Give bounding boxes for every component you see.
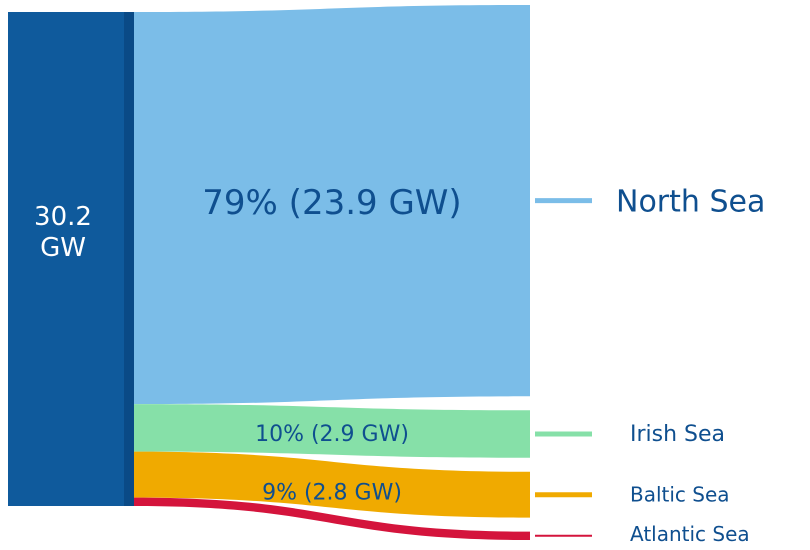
source-bar-edge (124, 12, 134, 506)
flow-value-label: 2% (512 MW) (271, 548, 393, 550)
target-name-label: Irish Sea (630, 422, 725, 447)
flow-value-label: 10% (2.9 GW) (255, 422, 409, 447)
source-bar (8, 12, 126, 506)
flows-layer (134, 5, 530, 540)
flow-band-atlantic-sea (134, 497, 530, 540)
source-unit-label: GW (40, 233, 86, 263)
flow-band-irish-sea (134, 404, 530, 458)
flow-band-baltic-sea (134, 451, 530, 518)
source-total-label: 30.2 (34, 202, 92, 232)
target-name-label: Atlantic Sea (630, 522, 750, 546)
flow-value-label: 79% (23.9 GW) (202, 183, 461, 223)
flow-band-north-sea (134, 5, 530, 405)
flow-value-label: 9% (2.8 GW) (262, 481, 402, 506)
target-name-label: Baltic Sea (630, 483, 730, 507)
target-name-label: North Sea (616, 185, 765, 220)
labels-layer: 79% (23.9 GW) North Sea 10% (2.9 GW) Irish … (202, 183, 765, 550)
